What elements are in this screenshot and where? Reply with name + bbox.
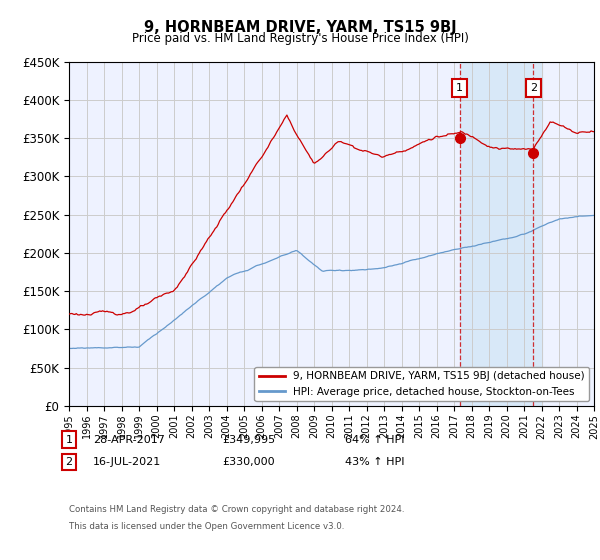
Legend: 9, HORNBEAM DRIVE, YARM, TS15 9BJ (detached house), HPI: Average price, detached: 9, HORNBEAM DRIVE, YARM, TS15 9BJ (detac… [254, 367, 589, 401]
Text: 1: 1 [65, 435, 73, 445]
Text: 2: 2 [530, 83, 537, 94]
Text: £330,000: £330,000 [222, 457, 275, 467]
Text: Contains HM Land Registry data © Crown copyright and database right 2024.: Contains HM Land Registry data © Crown c… [69, 505, 404, 514]
Text: 64% ↑ HPI: 64% ↑ HPI [345, 435, 404, 445]
Text: 16-JUL-2021: 16-JUL-2021 [93, 457, 161, 467]
Text: 9, HORNBEAM DRIVE, YARM, TS15 9BJ: 9, HORNBEAM DRIVE, YARM, TS15 9BJ [143, 20, 457, 35]
Text: 1: 1 [456, 83, 463, 94]
Text: This data is licensed under the Open Government Licence v3.0.: This data is licensed under the Open Gov… [69, 522, 344, 531]
Bar [460, 62, 542, 406]
Text: 2: 2 [65, 457, 73, 467]
Text: £349,995: £349,995 [222, 435, 275, 445]
Text: Price paid vs. HM Land Registry's House Price Index (HPI): Price paid vs. HM Land Registry's House … [131, 32, 469, 45]
Text: 43% ↑ HPI: 43% ↑ HPI [345, 457, 404, 467]
Text: 28-APR-2017: 28-APR-2017 [93, 435, 165, 445]
